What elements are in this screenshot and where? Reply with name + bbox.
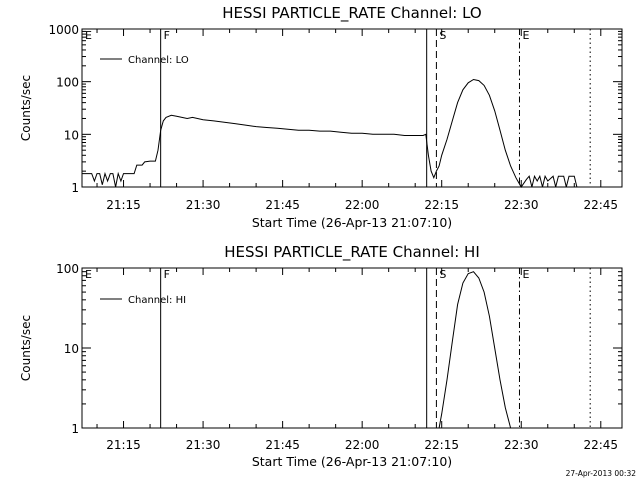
y-tick-label: 1000 bbox=[48, 23, 79, 37]
x-axis-label: Start Time (26-Apr-13 21:07:10) bbox=[252, 454, 452, 469]
y-tick-label: 10 bbox=[64, 128, 79, 142]
x-tick-label: 22:15 bbox=[424, 198, 459, 212]
x-tick-label: 22:15 bbox=[424, 438, 459, 452]
y-tick-label: 100 bbox=[56, 76, 79, 90]
legend-label: Channel: HI bbox=[128, 295, 186, 306]
x-tick-label: 21:15 bbox=[106, 198, 141, 212]
x-tick-label: 22:00 bbox=[345, 438, 380, 452]
y-tick-label: 10 bbox=[64, 342, 79, 356]
event-marker-label: E bbox=[522, 29, 529, 42]
chart-title: HESSI PARTICLE_RATE Channel: HI bbox=[224, 243, 480, 262]
event-marker-label: E bbox=[85, 268, 92, 281]
x-tick-label: 22:30 bbox=[504, 198, 539, 212]
series-line bbox=[438, 271, 512, 429]
x-tick-label: 22:45 bbox=[583, 198, 618, 212]
x-tick-label: 21:45 bbox=[265, 198, 300, 212]
event-marker-label: E bbox=[522, 268, 529, 281]
series-line bbox=[82, 78, 578, 188]
generation-timestamp: 27-Apr-2013 00:32 bbox=[566, 469, 637, 478]
event-marker-label: F bbox=[164, 268, 170, 281]
x-tick-label: 22:30 bbox=[504, 438, 539, 452]
chart-title: HESSI PARTICLE_RATE Channel: LO bbox=[222, 4, 481, 23]
chart-panel-0: HESSI PARTICLE_RATE Channel: LO 1 10 100 100… bbox=[19, 4, 623, 230]
event-marker-label: F bbox=[164, 29, 170, 42]
y-axis-label: Counts/sec bbox=[19, 75, 33, 141]
x-tick-label: 22:00 bbox=[345, 198, 380, 212]
chart-panel-1: HESSI PARTICLE_RATE Channel: HI 1 10 100 21:… bbox=[19, 243, 623, 469]
x-tick-label: 21:45 bbox=[265, 438, 300, 452]
y-tick-label: 1 bbox=[71, 422, 79, 436]
x-axis-label: Start Time (26-Apr-13 21:07:10) bbox=[252, 215, 452, 230]
x-tick-label: 21:30 bbox=[186, 198, 221, 212]
event-marker-label: S bbox=[439, 29, 446, 42]
y-tick-label: 100 bbox=[56, 262, 79, 276]
plot-frame bbox=[81, 28, 623, 188]
x-tick-label: 21:15 bbox=[106, 438, 141, 452]
plot-frame bbox=[81, 267, 623, 429]
x-tick-label: 22:45 bbox=[583, 438, 618, 452]
y-tick-label: 1 bbox=[71, 181, 79, 195]
x-tick-label: 21:30 bbox=[186, 438, 221, 452]
event-marker-label: S bbox=[439, 268, 446, 281]
y-axis-label: Counts/sec bbox=[19, 315, 33, 381]
event-marker-label: E bbox=[85, 29, 92, 42]
legend-label: Channel: LO bbox=[128, 55, 189, 66]
